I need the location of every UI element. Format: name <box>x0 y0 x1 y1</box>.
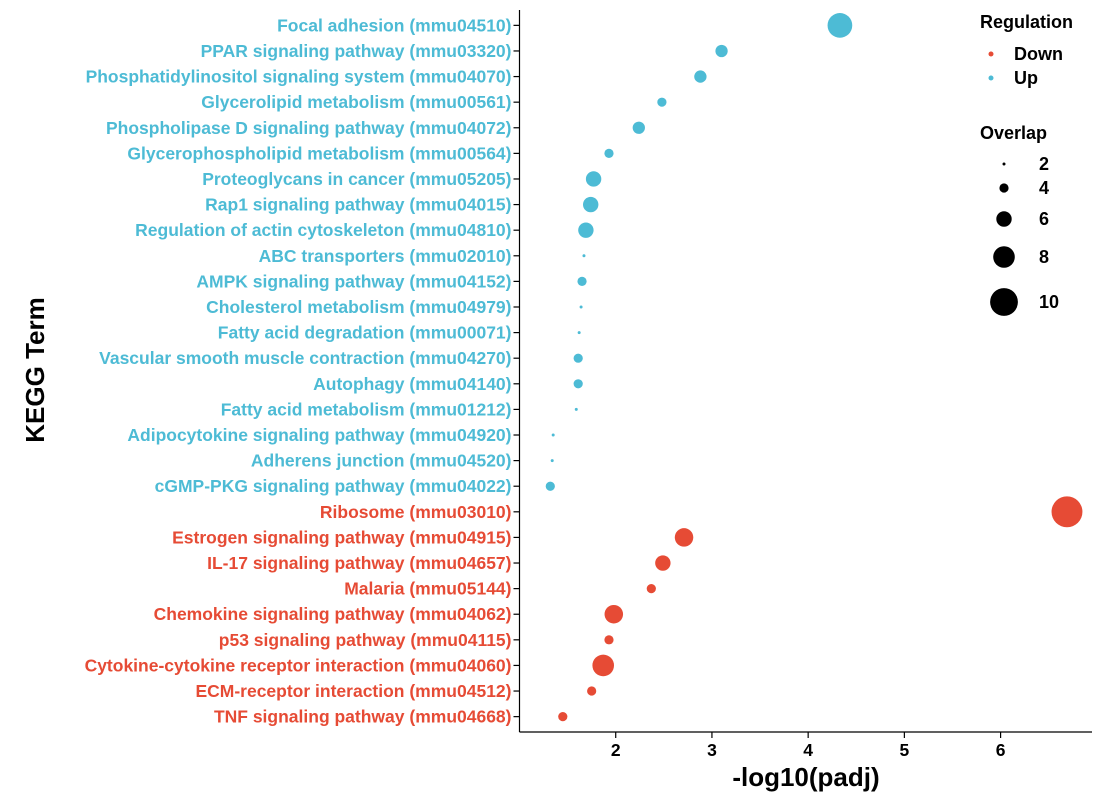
y-tick-label: TNF signaling pathway (mmu04668) <box>214 707 512 727</box>
legend-key <box>988 75 994 81</box>
data-point <box>604 604 624 624</box>
x-tick-label: 5 <box>900 740 910 760</box>
legend-size-label: 2 <box>1039 154 1049 174</box>
legend-size-key <box>996 211 1012 227</box>
y-tick-label: Phospholipase D signaling pathway (mmu04… <box>106 118 512 138</box>
y-tick-label: Phosphatidylinositol signaling system (m… <box>86 67 512 87</box>
data-point <box>545 481 555 491</box>
data-point <box>715 44 728 58</box>
y-tick-label: cGMP-PKG signaling pathway (mmu04022) <box>155 476 512 496</box>
data-point <box>632 121 645 134</box>
y-tick-label: ABC transporters (mmu02010) <box>259 246 512 266</box>
legend-size-label: 6 <box>1039 209 1049 229</box>
data-point <box>587 686 597 696</box>
legend-label: Down <box>1014 44 1063 64</box>
y-tick-label: Rap1 signaling pathway (mmu04015) <box>205 195 511 215</box>
data-point <box>657 97 667 107</box>
y-tick-label: AMPK signaling pathway (mmu04152) <box>196 271 511 291</box>
data-point <box>574 407 578 411</box>
data-point <box>577 276 587 286</box>
legend-size-key <box>993 246 1015 268</box>
y-tick-label: Chemokine signaling pathway (mmu04062) <box>154 604 512 624</box>
y-tick-label: Regulation of actin cytoskeleton (mmu048… <box>135 220 511 240</box>
data-point <box>585 171 602 187</box>
data-point <box>1051 496 1083 528</box>
x-tick-labels: 2 3 4 5 6 <box>611 732 1006 760</box>
data-point <box>674 528 694 547</box>
x-axis-title: -log10(padj) <box>732 762 879 792</box>
data-point <box>646 584 656 594</box>
legend: Regulation Down Up Overlap 2 4 6 8 10 <box>980 12 1073 316</box>
y-tick-label: Fatty acid metabolism (mmu01212) <box>221 399 512 419</box>
data-point <box>577 331 581 335</box>
data-point <box>550 459 554 463</box>
y-tick-label: Malaria (mmu05144) <box>344 579 511 599</box>
legend-size-key <box>1002 162 1006 166</box>
legend-label: Up <box>1014 68 1038 88</box>
y-tick-labels: Focal adhesion (mmu04510) PPAR signaling … <box>85 15 520 727</box>
y-tick-label: p53 signaling pathway (mmu04115) <box>219 630 512 650</box>
x-tick-label: 3 <box>707 740 717 760</box>
data-point <box>694 70 707 83</box>
y-tick-label: Estrogen signaling pathway (mmu04915) <box>172 527 511 547</box>
data-point <box>573 379 583 389</box>
legend-overlap-title: Overlap <box>980 123 1047 143</box>
y-tick-label: Glycerolipid metabolism (mmu00561) <box>201 92 511 112</box>
plot-axes <box>518 10 1092 733</box>
y-tick-label: ECM-receptor interaction (mmu04512) <box>195 681 511 701</box>
x-tick-label: 2 <box>611 740 621 760</box>
data-point <box>655 555 671 571</box>
legend-size-label: 10 <box>1039 292 1059 312</box>
legend-key <box>988 51 994 57</box>
data-point <box>579 305 583 309</box>
y-tick-label: Glycerophospholipid metabolism (mmu00564… <box>127 143 511 163</box>
x-tick-label: 4 <box>803 740 813 760</box>
y-tick-label: PPAR signaling pathway (mmu03320) <box>201 41 512 61</box>
legend-overlap-entries: 2 4 6 8 10 <box>990 154 1059 316</box>
data-point <box>551 433 555 437</box>
data-point <box>827 13 853 38</box>
y-tick-label: Cytokine-cytokine receptor interaction (… <box>85 655 512 675</box>
y-axis-title: KEGG Term <box>20 297 50 442</box>
data-point <box>578 222 594 238</box>
data-point <box>604 635 614 645</box>
legend-size-key <box>999 183 1009 193</box>
data-point <box>573 353 583 363</box>
y-tick-label: Autophagy (mmu04140) <box>313 374 511 394</box>
data-point <box>592 654 615 677</box>
y-tick-label: Adherens junction (mmu04520) <box>251 451 512 471</box>
data-point <box>604 148 614 158</box>
legend-regulation-entries: Down Up <box>988 44 1063 88</box>
y-tick-label: Vascular smooth muscle contraction (mmu0… <box>99 348 511 368</box>
legend-size-label: 4 <box>1039 178 1049 198</box>
y-tick-label: Focal adhesion (mmu04510) <box>277 15 511 35</box>
y-tick-label: Adipocytokine signaling pathway (mmu0492… <box>127 425 511 445</box>
legend-size-label: 8 <box>1039 247 1049 267</box>
y-tick-label: Fatty acid degradation (mmu00071) <box>218 323 512 343</box>
legend-regulation-title: Regulation <box>980 12 1073 32</box>
data-point <box>558 712 568 722</box>
data-points <box>545 13 1083 722</box>
legend-size-key <box>990 288 1018 316</box>
y-tick-label: Cholesterol metabolism (mmu04979) <box>206 297 511 317</box>
data-point <box>583 196 599 213</box>
x-tick-label: 6 <box>996 740 1006 760</box>
y-tick-label: IL-17 signaling pathway (mmu04657) <box>207 553 511 573</box>
y-tick-label: Ribosome (mmu03010) <box>320 502 512 522</box>
data-point <box>582 254 586 258</box>
y-tick-label: Proteoglycans in cancer (mmu05205) <box>202 169 511 189</box>
